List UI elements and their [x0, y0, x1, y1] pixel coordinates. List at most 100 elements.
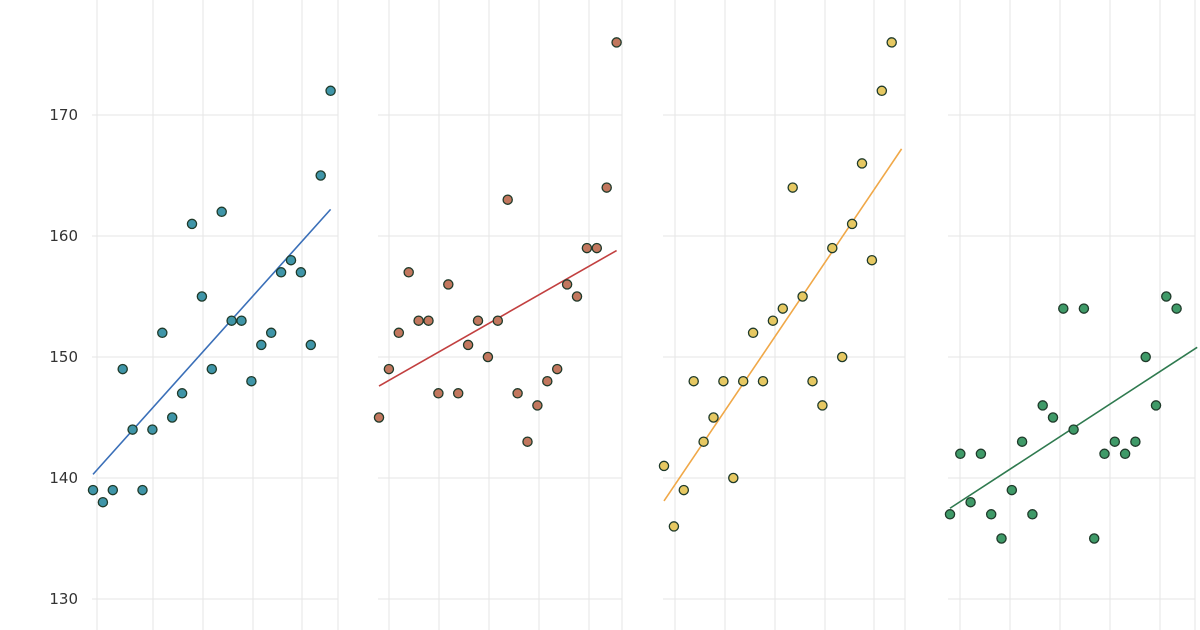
data-point — [472, 315, 484, 326]
data-point — [117, 363, 128, 375]
data-point — [196, 291, 208, 302]
data-point — [275, 267, 287, 278]
data-point — [305, 339, 317, 351]
data-point — [186, 218, 198, 230]
data-point — [1150, 400, 1162, 411]
data-point — [1058, 303, 1069, 314]
data-point — [532, 400, 543, 411]
data-point — [216, 206, 227, 218]
data-point — [236, 315, 247, 326]
data-point — [827, 242, 838, 254]
data-point — [433, 388, 444, 399]
data-point — [462, 339, 474, 351]
data-point — [492, 315, 504, 326]
data-point — [757, 375, 769, 387]
data-point — [315, 170, 326, 181]
data-point — [1140, 351, 1151, 363]
data-point — [1078, 303, 1090, 314]
data-point — [373, 412, 385, 423]
data-point — [1099, 448, 1110, 460]
data-point — [985, 509, 997, 520]
data-point — [512, 388, 523, 399]
data-point — [668, 521, 680, 532]
data-point — [737, 375, 749, 387]
y-tick-label: 150 — [49, 348, 78, 366]
data-point — [452, 388, 464, 399]
data-point — [886, 37, 897, 48]
grid-layer — [92, 0, 1196, 630]
data-point — [571, 291, 583, 302]
data-point — [1161, 291, 1172, 302]
y-axis: 130 140 150 160 170 180 — [49, 0, 78, 608]
data-point — [482, 351, 494, 363]
data-point — [137, 484, 148, 496]
y-tick-label: 140 — [49, 469, 78, 487]
data-point — [147, 424, 158, 435]
data-point — [611, 37, 622, 48]
data-point — [797, 291, 808, 302]
data-point — [87, 484, 99, 496]
data-point — [581, 242, 593, 254]
data-point — [226, 315, 237, 326]
data-point — [256, 339, 267, 351]
data-point — [265, 327, 277, 339]
trend-line — [663, 148, 903, 502]
data-point — [975, 448, 987, 460]
data-point — [502, 194, 513, 205]
data-point — [403, 267, 414, 278]
data-point — [846, 218, 858, 230]
data-point — [325, 85, 336, 97]
data-point — [1006, 484, 1018, 496]
data-point — [561, 279, 573, 290]
trend-lines — [92, 148, 1198, 509]
data-point — [965, 496, 976, 508]
trend-line — [92, 208, 332, 475]
data-point — [107, 484, 119, 496]
data-point — [423, 315, 434, 326]
data-point — [551, 363, 563, 375]
data-point — [285, 254, 297, 266]
data-point — [787, 182, 798, 193]
data-point — [1109, 436, 1121, 447]
data-point — [728, 472, 739, 484]
data-point — [807, 375, 818, 387]
data-point — [836, 351, 848, 363]
data-point — [866, 254, 878, 266]
data-point — [698, 436, 709, 447]
data-point — [206, 363, 218, 375]
data-point — [542, 375, 553, 387]
data-point — [944, 509, 956, 520]
data-point — [1016, 436, 1028, 447]
data-point — [1171, 303, 1182, 314]
y-tick-label: 170 — [49, 106, 78, 124]
data-point — [601, 182, 612, 193]
data-point — [708, 412, 719, 423]
data-point — [166, 412, 178, 423]
data-point — [522, 436, 533, 447]
data-point — [97, 496, 109, 508]
data-point — [1037, 400, 1048, 411]
data-point — [1047, 412, 1059, 423]
data-point — [1119, 448, 1131, 460]
data-point — [955, 448, 966, 460]
data-point — [747, 327, 759, 339]
data-point — [777, 303, 789, 314]
data-point — [688, 375, 699, 387]
data-point — [413, 315, 424, 326]
data-point — [591, 242, 603, 254]
data-point — [767, 315, 779, 326]
data-point — [1027, 509, 1038, 520]
data-point — [393, 327, 405, 339]
data-point — [678, 484, 690, 496]
data-point — [817, 400, 828, 411]
data-point — [1130, 436, 1141, 447]
data-point — [658, 460, 670, 472]
data-point — [176, 388, 188, 399]
data-point — [718, 375, 729, 387]
data-point — [1088, 533, 1100, 544]
data-point — [996, 533, 1007, 544]
y-tick-label: 160 — [49, 227, 78, 245]
data-point — [856, 158, 868, 169]
data-point — [157, 327, 168, 339]
data-point — [295, 267, 307, 278]
